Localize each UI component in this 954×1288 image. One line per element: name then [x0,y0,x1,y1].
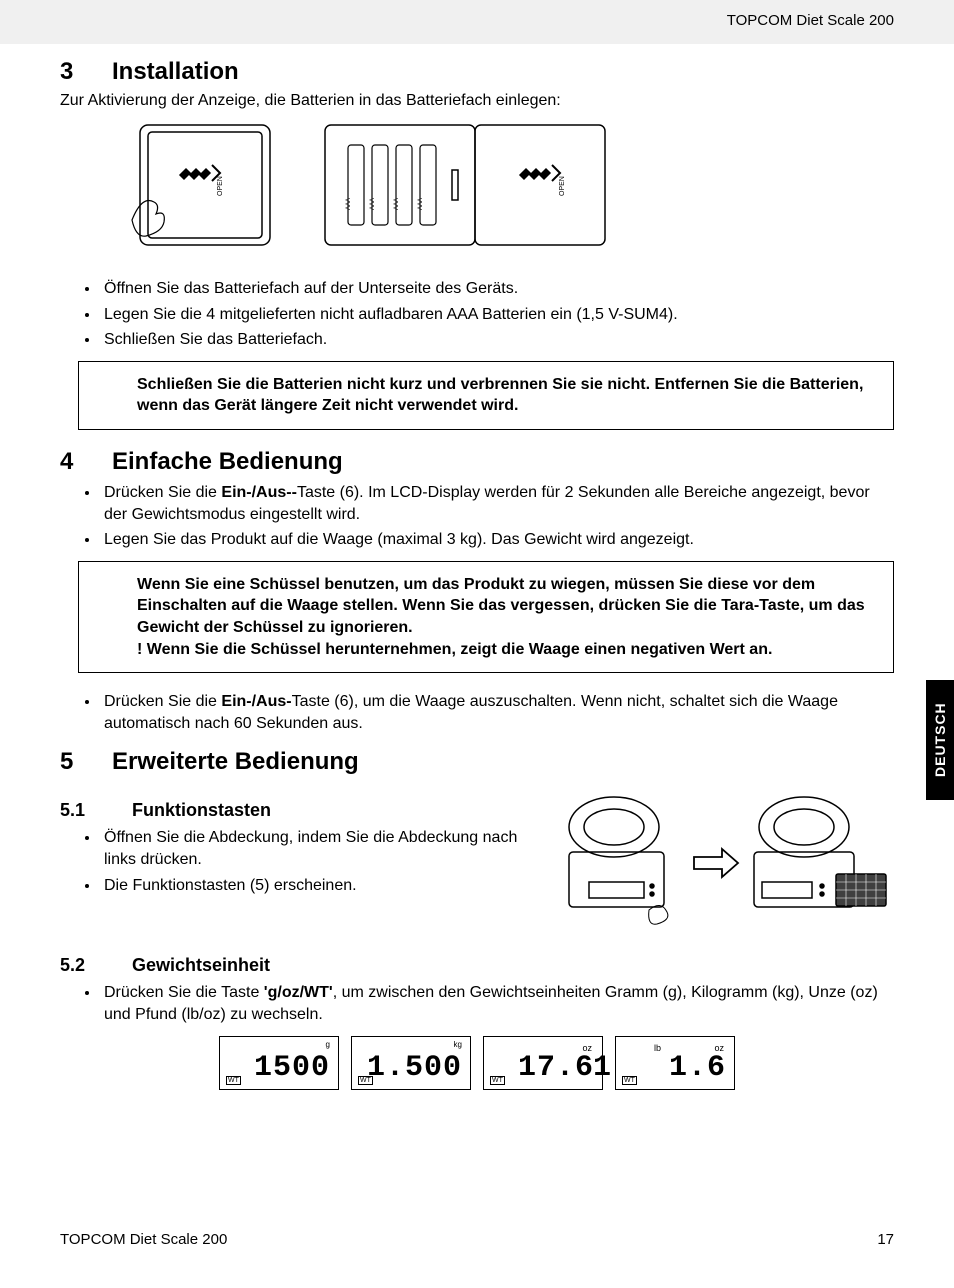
lcd-lboz: lb oz WT 1 1.6 [615,1036,735,1090]
list-item: Drücken Sie die Ein-/Aus--Taste (6). Im … [100,482,894,525]
section-4-title: Einfache Bedienung [112,448,343,475]
section-4-bullets-a: Drücken Sie die Ein-/Aus--Taste (6). Im … [60,482,894,551]
section-4-note: Wenn Sie eine Schüssel benutzen, um das … [78,561,894,673]
header-product: TOPCOM Diet Scale 200 [727,12,894,29]
svg-text:AAA: AAA [370,198,376,210]
section-3-bullets: Öffnen Sie das Batteriefach auf der Unte… [60,278,894,351]
svg-text:AAA: AAA [394,198,400,210]
subsection-5-2-heading: 5.2Gewichtseinheit [60,955,894,976]
list-item: Die Funktionstasten (5) erscheinen. [100,875,544,897]
svg-text:OPEN: OPEN [559,176,566,196]
battery-open-icon: AAA AAA AAA AAA OPEN [320,120,610,250]
section-3-note: Schließen Sie die Batterien nicht kurz u… [78,361,894,430]
list-item: Öffnen Sie das Batteriefach auf der Unte… [100,278,894,300]
list-item: Legen Sie die 4 mitgelieferten nicht auf… [100,304,894,326]
svg-text:OPEN: OPEN [217,176,224,196]
section-4-num: 4 [60,448,112,476]
subsection-5-1-bullets: Öffnen Sie die Abdeckung, indem Sie die … [60,827,544,896]
subsection-5-2-num: 5.2 [60,955,132,976]
subsection-5-2-title: Gewichtseinheit [132,955,270,975]
lcd-mode: WT [622,1076,637,1085]
section-5-title: Erweiterte Bedienung [112,748,359,775]
scale-slide-diagram-icon [554,782,894,932]
list-item: Öffnen Sie die Abdeckung, indem Sie die … [100,827,544,870]
lcd-unit: kg [454,1040,462,1049]
lcd-mode: WT [490,1076,505,1085]
lcd-unit-oz: oz [582,1043,592,1053]
svg-text:AAA: AAA [346,198,352,210]
section-3-num: 3 [60,58,112,86]
lcd-digits: 1 1.6 [593,1053,726,1083]
lcd-digits: 1500 [254,1053,330,1083]
text-bold: Ein-/Aus-- [221,484,297,501]
lcd-mode: WT [358,1076,373,1085]
language-tab: DEUTSCH [926,680,954,800]
section-4-bullets-b: Drücken Sie die Ein-/Aus-Taste (6), um d… [60,691,894,734]
lcd-mode: WT [226,1076,241,1085]
section-3-heading: 3Installation [60,58,894,86]
lcd-digits: 1.500 [367,1053,462,1083]
lcd-oz: oz WT 17.6 [483,1036,603,1090]
subsection-5-1-heading: 5.1Funktionstasten [60,800,544,821]
list-item: Schließen Sie das Batteriefach. [100,329,894,351]
list-item: Drücken Sie die Ein-/Aus-Taste (6), um d… [100,691,894,734]
lcd-examples: g WT 1500 kg WT 1.500 oz WT 17.6 lb oz W… [60,1036,894,1090]
lcd-unit: g [326,1040,330,1049]
footer-page-number: 17 [877,1231,894,1248]
section-5-heading: 5Erweiterte Bedienung [60,748,894,776]
subsection-5-1-num: 5.1 [60,800,132,821]
page-footer: TOPCOM Diet Scale 200 17 [60,1231,894,1248]
lcd-unit-oz: oz [714,1043,724,1053]
section-4-heading: 4Einfache Bedienung [60,448,894,476]
text: Drücken Sie die [104,693,221,710]
list-item: Legen Sie das Produkt auf die Waage (max… [100,529,894,551]
page-header: TOPCOM Diet Scale 200 [0,0,954,44]
section-3-intro: Zur Aktivierung der Anzeige, die Batteri… [60,92,894,110]
footer-product: TOPCOM Diet Scale 200 [60,1231,227,1248]
installation-figures: OPEN AAA AAA AAA AAA [120,120,894,250]
text-bold: 'g/oz/WT' [264,984,333,1001]
battery-closed-icon: OPEN [120,120,280,250]
lcd-kg: kg WT 1.500 [351,1036,471,1090]
subsection-5-1-title: Funktionstasten [132,800,271,820]
text-bold: Ein-/Aus- [221,693,291,710]
section-5-num: 5 [60,748,112,776]
lcd-unit-lb: lb [654,1043,661,1053]
lcd-digits: 17.6 [518,1053,594,1083]
text: Drücken Sie die [104,484,221,501]
subsection-5-2-bullets: Drücken Sie die Taste 'g/oz/WT', um zwis… [60,982,894,1025]
section-3-title: Installation [112,58,239,85]
svg-text:AAA: AAA [418,198,424,210]
text: Drücken Sie die Taste [104,984,264,1001]
lcd-g: g WT 1500 [219,1036,339,1090]
list-item: Drücken Sie die Taste 'g/oz/WT', um zwis… [100,982,894,1025]
